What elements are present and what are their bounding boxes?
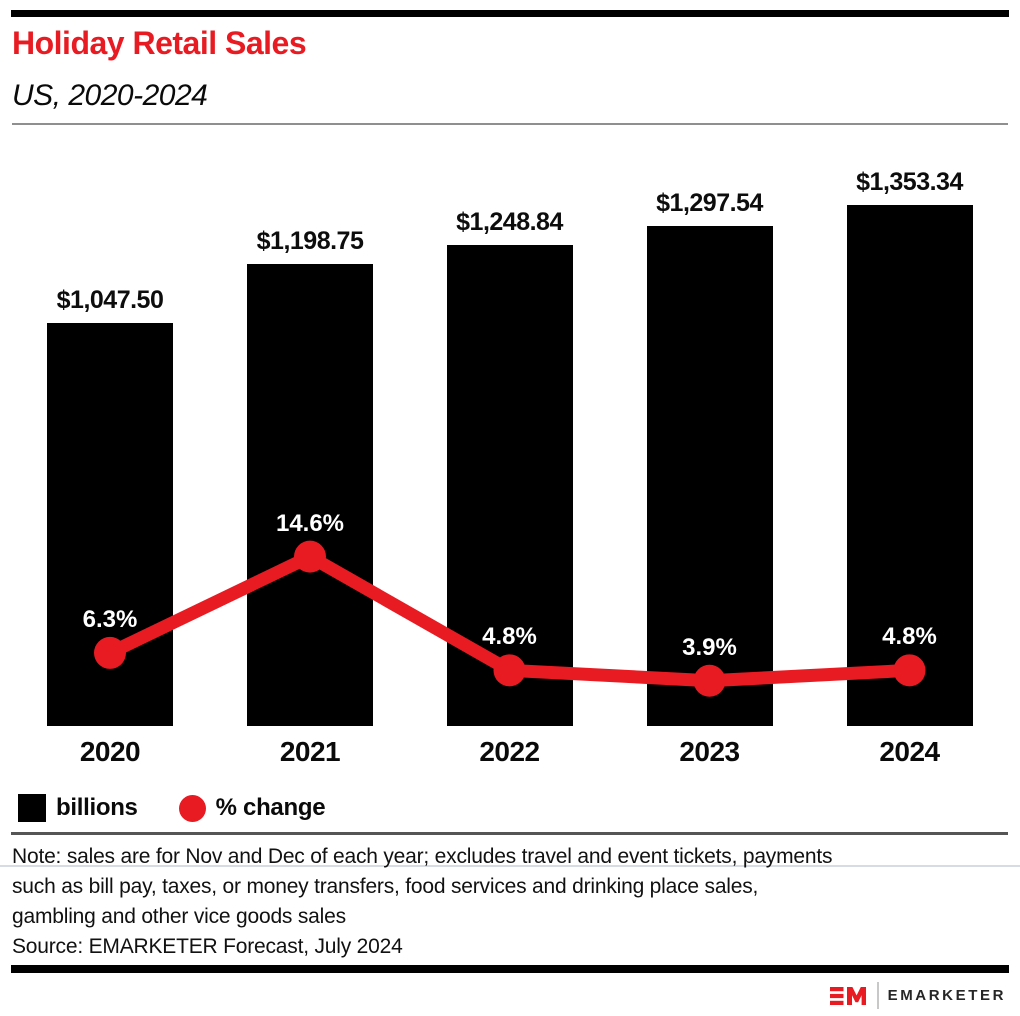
footer: EMARKETER	[0, 975, 1020, 1016]
bottom-accent-bar	[11, 965, 1009, 973]
brand-wordmark: EMARKETER	[887, 987, 1006, 1004]
legend: billions % change	[18, 793, 326, 823]
chart-title: Holiday Retail Sales	[12, 25, 307, 61]
note-block: Note: sales are for Nov and Dec of each …	[12, 842, 992, 962]
x-axis-label-2020: 2020	[79, 736, 141, 767]
bar-2022	[446, 245, 573, 726]
pct-change-label-2022: 4.8%	[482, 623, 537, 651]
pct-change-label-2023: 3.9%	[682, 633, 737, 661]
header-divider	[12, 123, 1008, 125]
note-line: such as bill pay, taxes, or money transf…	[12, 875, 759, 898]
x-axis-label-2021: 2021	[279, 736, 341, 767]
note-line: Note: sales are for Nov and Dec of each …	[12, 845, 833, 868]
note-line: gambling and other vice goods sales	[12, 905, 346, 928]
bar-2020	[47, 322, 173, 726]
emarketer-logo-icon	[829, 986, 866, 1005]
legend-swatch-billions-icon	[18, 794, 46, 822]
x-axis: 2020 2021 2022 2023 2024	[0, 736, 1020, 771]
x-axis-label-2024: 2024	[879, 736, 940, 767]
x-axis-label-2023: 2023	[679, 736, 740, 767]
chart-subtitle: US, 2020-2024	[12, 79, 208, 112]
x-axis-baseline	[0, 865, 1020, 867]
bar-value-label-2023: $1,297.54	[656, 189, 763, 218]
pct-change-label-2020: 6.3%	[82, 605, 138, 633]
bar-value-label-2021: $1,198.75	[256, 227, 364, 256]
top-accent-bar	[11, 10, 1009, 17]
bar-value-label-2024: $1,353.34	[856, 167, 963, 196]
footer-logo-divider	[876, 982, 879, 1009]
chart-area: $1,047.50 $1,198.75 $1,248.84 $1,297.54 $1,3…	[0, 140, 1020, 867]
legend-label-pct-change: % change	[215, 794, 326, 821]
pct-change-label-2024: 4.8%	[882, 623, 937, 651]
x-axis-label-2022: 2022	[479, 736, 540, 767]
legend-label-billions: billions	[56, 794, 138, 821]
note-divider	[11, 832, 1008, 835]
legend-swatch-pct-change-icon	[178, 794, 206, 822]
pct-change-label-2021: 14.6%	[275, 509, 345, 537]
source-text: Source: EMARKETER Forecast, July 2024	[12, 935, 403, 958]
bar-value-label-2020: $1,047.50	[56, 285, 164, 314]
bar-value-label-2022: $1,248.84	[456, 208, 563, 237]
bar-2021	[247, 264, 373, 726]
